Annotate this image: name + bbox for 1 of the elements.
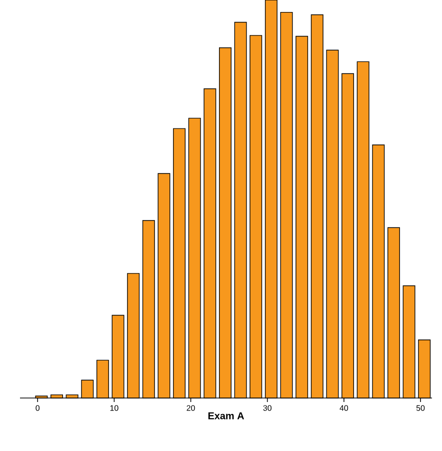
x-axis-title: Exam A (208, 412, 244, 420)
